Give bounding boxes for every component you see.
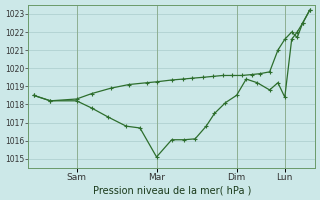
X-axis label: Pression niveau de la mer( hPa ): Pression niveau de la mer( hPa )	[92, 185, 251, 195]
